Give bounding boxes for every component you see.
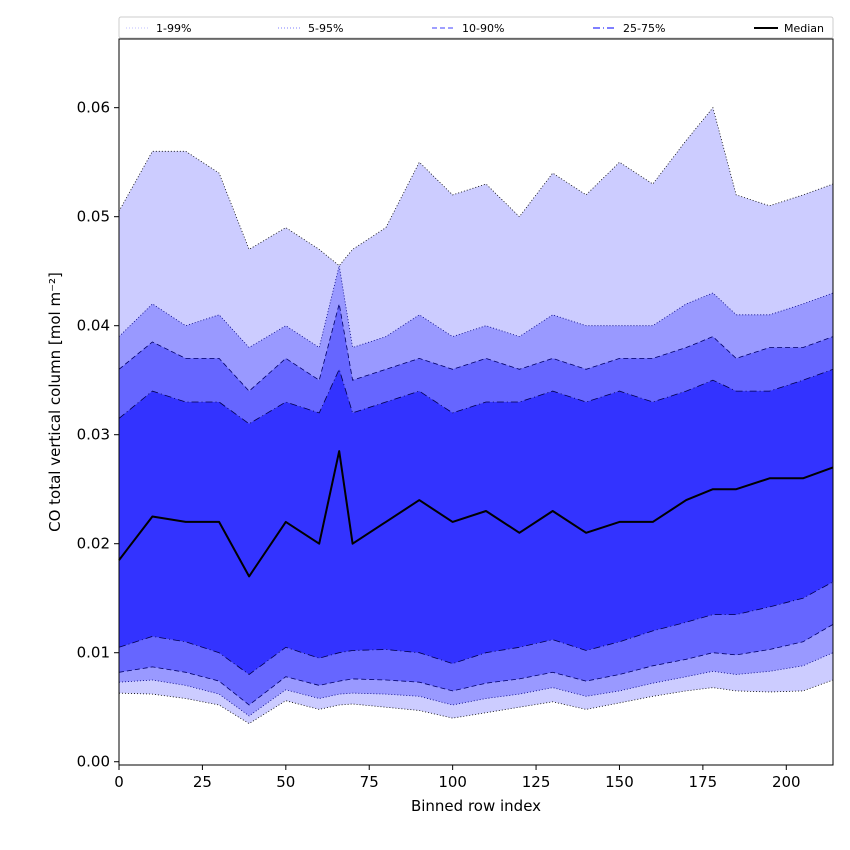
- band-3-area: [119, 369, 833, 675]
- legend-label: 5-95%: [308, 22, 343, 35]
- x-axis-label: Binned row index: [411, 797, 541, 815]
- x-tick-label: 0: [114, 773, 124, 791]
- y-tick-label: 0.02: [77, 535, 110, 553]
- x-tick-label: 175: [689, 773, 718, 791]
- y-tick-label: 0.01: [77, 644, 110, 662]
- y-tick-label: 0.06: [77, 99, 110, 117]
- x-tick-label: 125: [522, 773, 551, 791]
- band-0-lower-line: [118, 679, 834, 725]
- band-0-upper-line: [118, 106, 834, 267]
- band-2-upper-line: [118, 303, 834, 392]
- x-tick-label: 50: [276, 773, 295, 791]
- median-line: [118, 450, 834, 578]
- y-tick-label: 0.03: [77, 426, 110, 444]
- median-layer: [118, 450, 834, 578]
- legend-label: Median: [784, 22, 824, 35]
- x-axis: 0 25 50 75 100 125 150 175 200: [114, 765, 801, 791]
- band-1-lower-line: [118, 652, 834, 717]
- x-tick-label: 150: [605, 773, 634, 791]
- y-axis: 0.00 0.01 0.02 0.03 0.04 0.05 0.06: [77, 99, 119, 771]
- band-3-upper-line: [118, 368, 834, 425]
- y-tick-label: 0.00: [77, 753, 110, 771]
- legend-label: 10-90%: [462, 22, 504, 35]
- legend: 1-99% 5-95% 10-90% 25-75% Median: [118, 16, 834, 39]
- legend-label: 25-75%: [623, 22, 665, 35]
- x-tick-label: 25: [193, 773, 212, 791]
- band-1-upper-line: [118, 265, 834, 349]
- x-tick-label: 75: [360, 773, 379, 791]
- plot-frame: [118, 38, 834, 766]
- band-3-lower-line: [118, 581, 834, 675]
- x-tick-label: 100: [438, 773, 467, 791]
- y-axis-label: CO total vertical column [mol m⁻²]: [46, 272, 64, 532]
- y-tick-label: 0.04: [77, 317, 110, 335]
- band-2-lower-line: [118, 624, 834, 706]
- x-tick-label: 200: [772, 773, 801, 791]
- bands-layer: [118, 106, 834, 725]
- legend-box: [118, 16, 834, 39]
- legend-label: 1-99%: [156, 22, 191, 35]
- y-tick-label: 0.05: [77, 208, 110, 226]
